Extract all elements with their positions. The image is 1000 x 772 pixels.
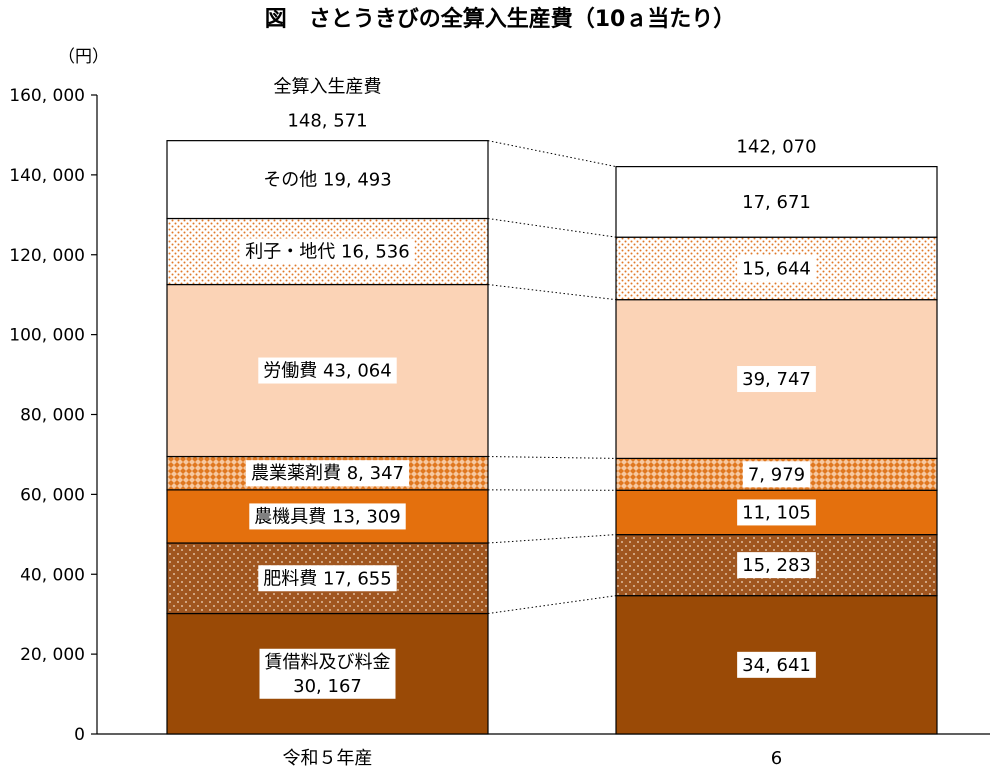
data-label-box (737, 552, 816, 579)
data-label-box (737, 255, 816, 282)
data-label: 肥料費 17, 655 (258, 565, 397, 592)
chart-title: 図 さとうきびの全算入生産費（10ａ当たり） (265, 6, 736, 32)
data-label: 15, 644 (737, 255, 816, 282)
data-label: 34, 641 (737, 651, 816, 678)
data-label-box (742, 461, 811, 488)
data-label-box (737, 366, 816, 393)
data-label: 11, 105 (737, 499, 816, 526)
data-label-text: その他 19, 493 (263, 170, 391, 191)
x-category-label: 6 (771, 748, 782, 769)
data-label-text: 17, 671 (742, 192, 811, 213)
data-label-box (249, 503, 406, 530)
y-tick-label: 20, 000 (20, 645, 85, 665)
y-tick-label: 0 (74, 725, 85, 745)
data-label: 17, 671 (737, 188, 816, 215)
data-label-text: 賃借料及び料金 (265, 652, 391, 673)
y-tick-label: 140, 000 (9, 166, 85, 186)
data-label: 賃借料及び料金 30, 167 (259, 648, 396, 699)
total-value: 142, 070 (736, 137, 816, 158)
data-label: その他 19, 493 (258, 166, 397, 193)
data-labels: 賃借料及び料金 30, 167 34, 641 肥料費 17, 655 15, 283 農… (240, 77, 817, 699)
data-label-box (258, 357, 397, 384)
bars (166, 140, 938, 735)
y-axis-ticks: 0 20, 000 40, 000 60, 000 80, 000 100, 000 120… (9, 86, 97, 745)
total-value: 148, 571 (287, 111, 367, 132)
data-label-text: 農機具費 13, 309 (254, 506, 400, 527)
data-label-text: 肥料費 17, 655 (263, 568, 391, 589)
data-label-text: 農業薬剤費 8, 347 (251, 463, 404, 484)
connector-line (487, 284, 617, 301)
total-caption: 全算入生産費 (274, 77, 382, 98)
connector-line (487, 140, 617, 168)
data-label-text: 11, 105 (742, 502, 811, 523)
connector-line (487, 456, 617, 459)
data-label-box (737, 188, 816, 215)
data-label: 39, 747 (737, 366, 816, 393)
data-label-box (258, 565, 397, 592)
data-label-text: 7, 979 (748, 464, 805, 485)
data-label-text: 34, 641 (742, 655, 811, 676)
data-label-text: 利子・地代 16, 536 (245, 242, 409, 263)
x-category-label: 令和５年産 (283, 748, 373, 769)
connector-line (487, 595, 617, 615)
data-label-box (240, 238, 415, 265)
y-axis-unit: （円） (58, 47, 109, 67)
data-label: 7, 979 (742, 461, 811, 488)
connector-line (487, 534, 617, 544)
data-label-text: 労働費 43, 064 (263, 361, 391, 382)
y-tick-label: 160, 000 (9, 86, 85, 106)
y-tick-label: 120, 000 (9, 246, 85, 266)
data-label-box (737, 651, 816, 678)
data-label-box (737, 499, 816, 526)
connector-lines (487, 140, 617, 615)
data-label: 労働費 43, 064 (258, 357, 397, 384)
data-label: 農機具費 13, 309 (249, 503, 406, 530)
data-label-box (246, 460, 409, 487)
data-label-text: 39, 747 (742, 369, 811, 390)
y-tick-label: 60, 000 (20, 485, 85, 505)
data-label: 利子・地代 16, 536 (240, 238, 415, 265)
data-label-text: 15, 283 (742, 555, 811, 576)
data-label-box (259, 648, 396, 699)
y-tick-label: 40, 000 (20, 565, 85, 585)
data-label-text: 30, 167 (293, 676, 362, 697)
data-label-box (258, 166, 397, 193)
data-label: 農業薬剤費 8, 347 (246, 460, 409, 487)
x-axis-labels: 令和５年産 6 (283, 748, 783, 769)
data-label: 15, 283 (737, 552, 816, 579)
connector-line (487, 217, 617, 238)
data-label-text: 15, 644 (742, 258, 811, 279)
y-tick-label: 100, 000 (9, 326, 85, 346)
y-tick-label: 80, 000 (20, 406, 85, 426)
